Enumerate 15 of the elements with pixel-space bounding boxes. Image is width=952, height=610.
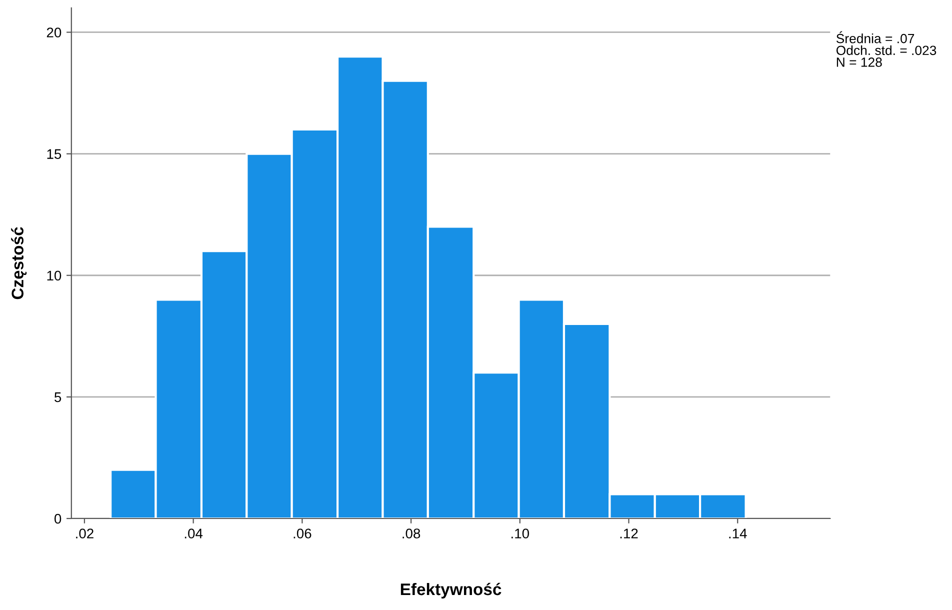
x-tick-label: .06: [294, 528, 312, 538]
y-tick-label: 15: [47, 149, 62, 159]
y-tick-label: 0: [54, 514, 62, 524]
y-tick-label: 20: [46, 28, 62, 38]
x-tick-label: .10: [512, 528, 530, 538]
x-tick-label: .12: [620, 528, 638, 538]
x-axis-title: Efektywność: [400, 582, 502, 599]
text: Średnia = .07 Odch. std. = .023 N = 128: [836, 31, 936, 67]
x-tick-label: .08: [402, 528, 420, 538]
x-tick-label: .14: [729, 528, 747, 538]
y-axis-title: Częstość: [11, 227, 27, 300]
x-tick-label: .02: [76, 528, 94, 538]
y-tick-label: 10: [47, 270, 62, 281]
y-tick-label: 5: [54, 392, 62, 402]
x-tick-label: .04: [184, 528, 203, 538]
